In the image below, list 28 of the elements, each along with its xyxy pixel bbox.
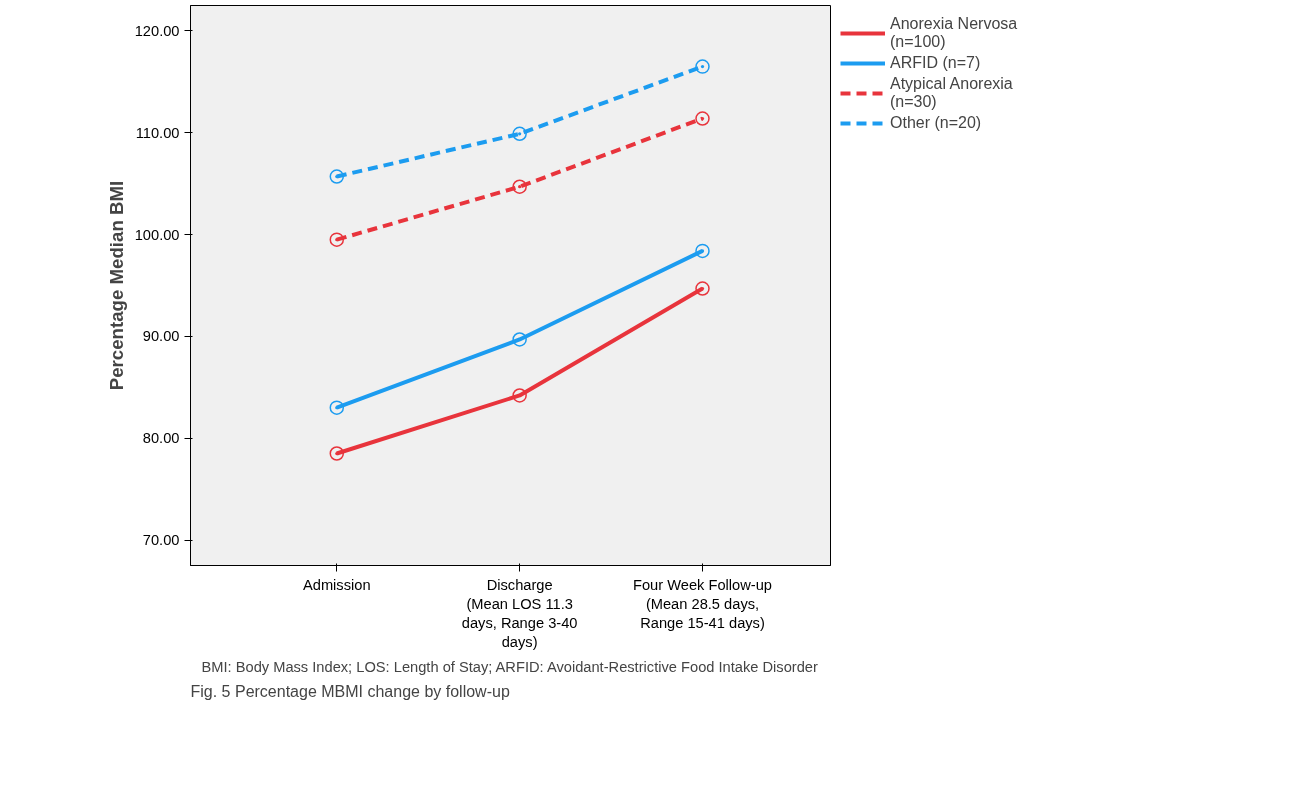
point [512,388,527,403]
point [512,332,527,347]
y-tick-label: 120.00 [134,22,180,39]
y-tick-label: 100.00 [134,226,180,243]
legend-label: Atypical Anorexia (n=30) [890,75,1013,111]
point [329,169,345,184]
point [329,400,345,415]
point [329,232,345,247]
y-axis-title: Percentage Median BMI [105,180,127,391]
x-tick-label: Four Week Follow-up (Mean 28.5 days, Range 15-41 days) [632,576,773,631]
point [512,179,527,194]
point [512,126,527,142]
legend-label: Anorexia Nervosa (n=100) [890,15,1018,51]
y-tick-label: 90.00 [142,328,180,345]
y-tick-label: 70.00 [142,532,180,549]
point [329,446,345,461]
x-tick-label: Discharge (Mean LOS 11.3 days, Range 3-40 days) [461,576,578,651]
y-tick-label: 110.00 [135,124,180,141]
legend-label: Other (n=20) [890,114,982,132]
text: BMI: Body Mass Index; LOS: Length of Stay; ARFID: Avoidant-Restrictive Food Intake Disorder [201,658,818,675]
legend-label: ARFID (n=7) [890,54,981,72]
point [695,281,710,296]
y-tick-label: 80.00 [142,430,180,447]
point [695,111,710,126]
point [695,59,710,74]
x-tick-label: Admission [302,576,371,593]
point [695,243,710,259]
caption: Fig. 5 Percentage MBMI change by follow-up [190,682,510,700]
